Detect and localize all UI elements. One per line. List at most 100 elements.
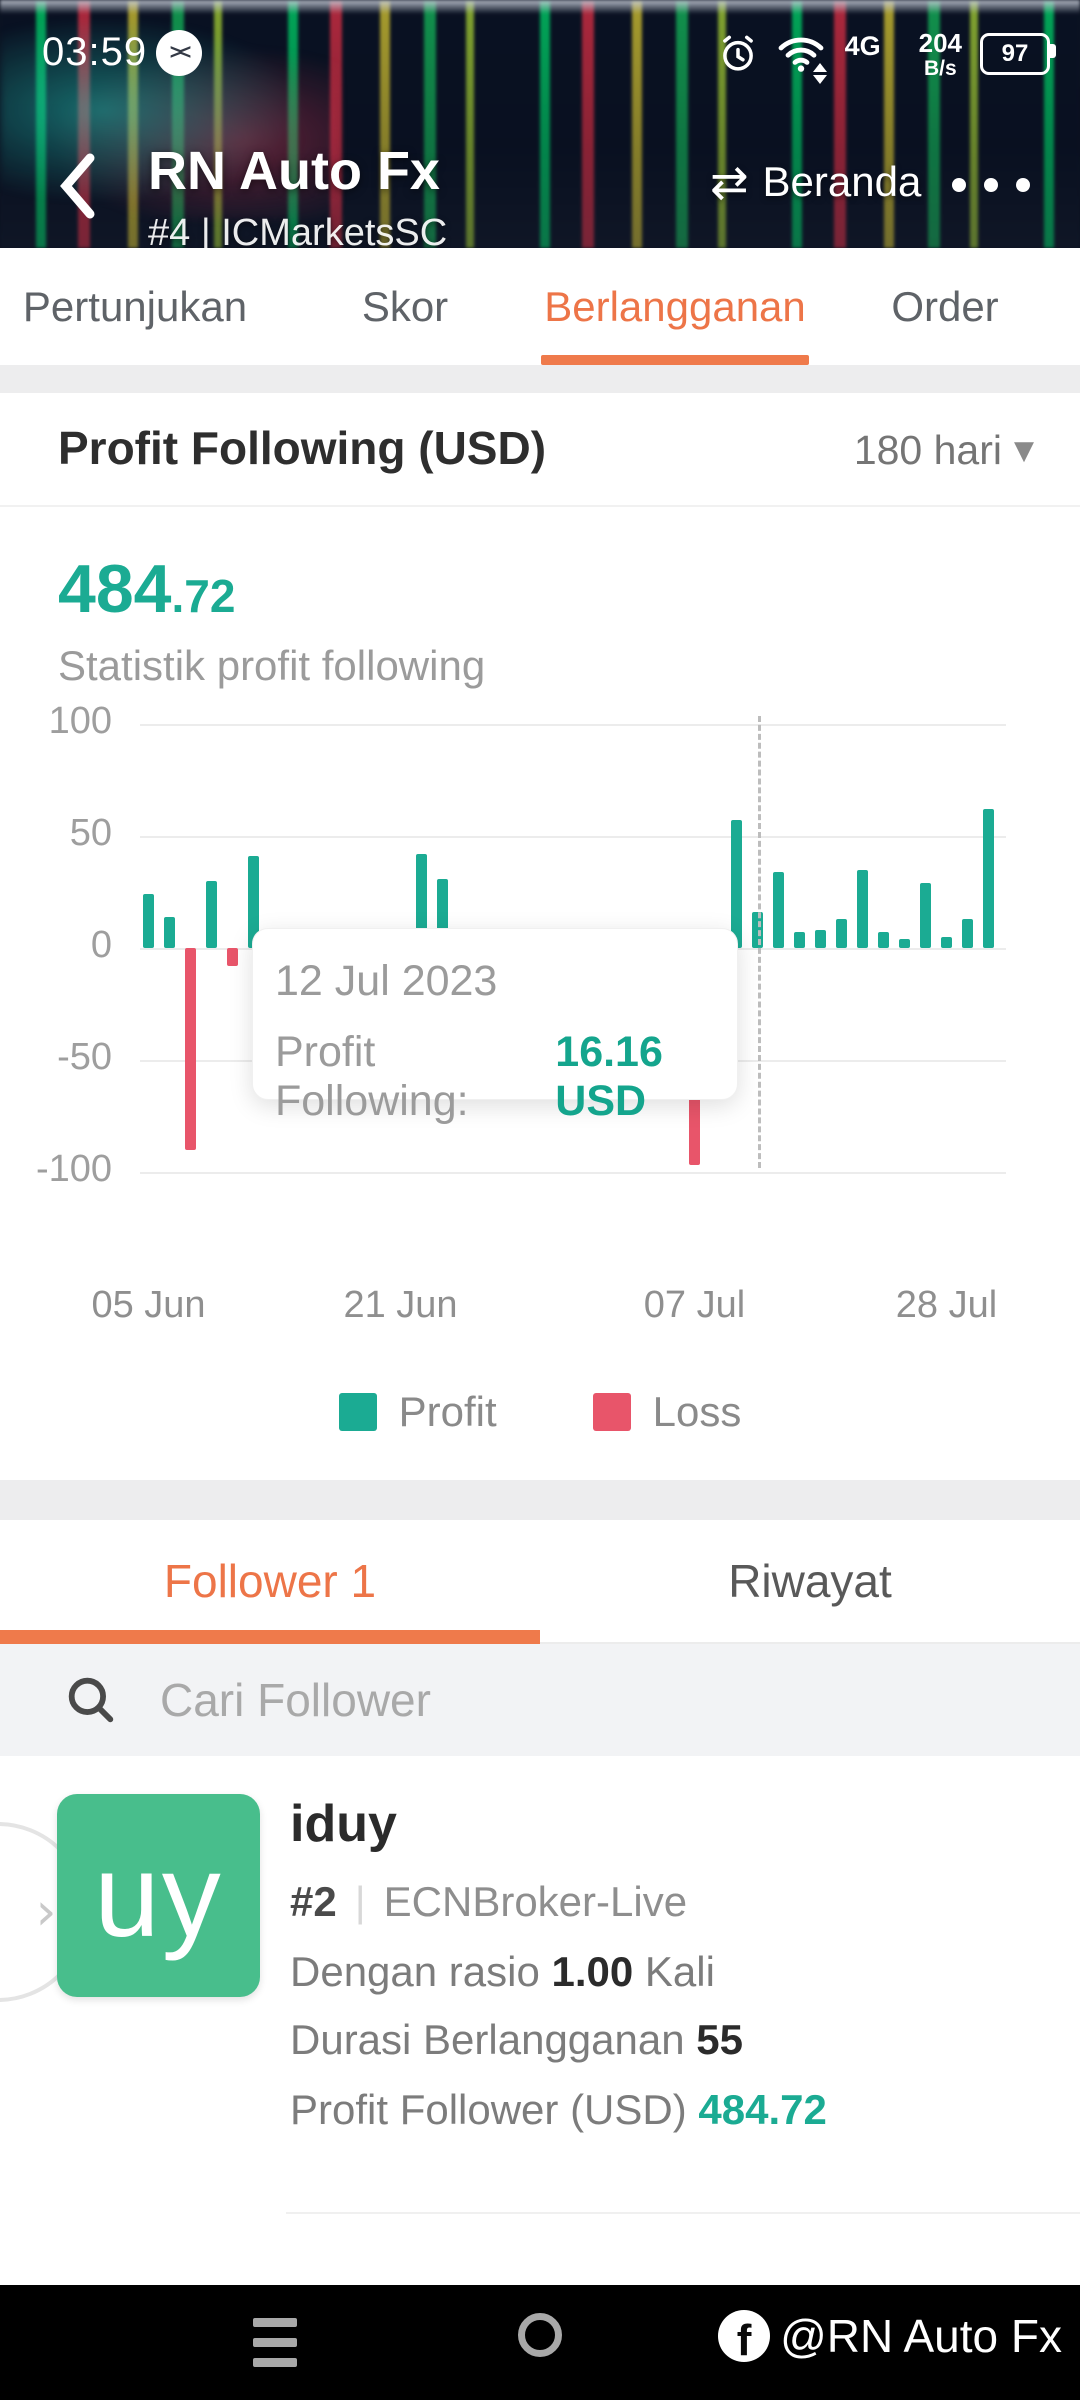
chart-bar[interactable] [206, 880, 217, 948]
go-home-button[interactable]: ⇄ Beranda [710, 158, 921, 206]
tooltip-value: 16.16 USD [555, 1028, 663, 1125]
battery-percent: 97 [1001, 40, 1029, 67]
active-tab-underline [0, 1630, 540, 1644]
tab-pertunjukan[interactable]: Pertunjukan [22, 282, 248, 330]
follower-list-item[interactable]: › uy iduy #2 | ECNBroker-Live Dengan ras… [0, 1756, 1080, 2285]
x-axis-tick: 21 Jun [343, 1284, 458, 1326]
top-tab-bar: Pertunjukan Skor Berlangganan Order [0, 248, 1080, 365]
swap-icon: ⇄ [710, 155, 749, 209]
follower-ratio-row: Dengan rasio 1.00 Kali [290, 1948, 715, 1995]
network-type-label: 4G [844, 30, 881, 61]
chart-bar[interactable] [227, 948, 238, 966]
gridline-y100 [140, 724, 1006, 726]
legend-swatch [338, 1393, 377, 1431]
notification-app-icon: >< [156, 30, 202, 76]
watermark: f @RN Auto Fx [718, 2309, 1062, 2366]
search-placeholder: Cari Follower [160, 1674, 431, 1726]
y-axis-tick: 0 [90, 924, 112, 966]
status-time: 03:59 [42, 30, 148, 74]
y-axis-tick: -50 [57, 1036, 112, 1078]
follower-rank: #2 [290, 1878, 337, 1925]
date-range-dropdown[interactable]: 180 hari ▼ [854, 427, 1034, 474]
signal-title: RN Auto Fx [148, 141, 440, 201]
gridline-y50 [140, 836, 1006, 838]
legend-item-loss: Loss [592, 1388, 741, 1436]
legend-item-profit: Profit [338, 1388, 497, 1436]
selected-bar-marker [757, 716, 761, 1168]
legend-swatch [592, 1393, 631, 1431]
status-icons: 4G 204 B/s 97 [717, 27, 1056, 84]
chart-bar[interactable] [899, 939, 910, 948]
y-axis-tick: 100 [48, 700, 112, 742]
chart-bar[interactable] [857, 869, 868, 948]
tab-berlangganan[interactable]: Berlangganan [540, 248, 810, 365]
follower-broker: ECNBroker-Live [383, 1878, 688, 1925]
tooltip-date: 12 Jul 2023 [275, 957, 498, 1005]
follower-name: iduy [290, 1795, 397, 1853]
chart-bar[interactable] [416, 853, 427, 948]
home-button[interactable] [518, 2313, 562, 2357]
search-follower-input[interactable]: Cari Follower [0, 1644, 1080, 1756]
wifi-icon [777, 34, 827, 84]
alarm-clock-icon [722, 35, 753, 71]
follower-tab-bar: Follower 1 Riwayat [0, 1520, 1080, 1644]
y-axis-tick: 50 [69, 812, 112, 854]
follower-profit-value: 484.72 [698, 2086, 827, 2133]
home-label: Beranda [762, 158, 922, 205]
follower-duration-row: Durasi Berlangganan 55 [290, 2016, 743, 2063]
profit-caption: Statistik profit following [58, 642, 486, 689]
chart-bar[interactable] [815, 930, 826, 948]
duration-value: 55 [696, 2016, 743, 2063]
chart-bar[interactable] [731, 820, 742, 948]
battery-icon: 97 [980, 33, 1056, 75]
tab-skor[interactable]: Skor [361, 282, 449, 330]
chart-bar[interactable] [962, 918, 973, 948]
recents-button[interactable] [253, 2318, 297, 2367]
chevron-right-icon: › [35, 1882, 57, 1942]
tab-follower-1[interactable]: Follower 1 [0, 1520, 540, 1644]
chart-bar[interactable] [794, 932, 805, 948]
cell-signal-icon: 4G [845, 31, 901, 70]
chart-bar[interactable] [143, 894, 154, 948]
tab-riwayat[interactable]: Riwayat [728, 1555, 892, 1607]
chart-bar[interactable] [920, 883, 931, 948]
y-axis-tick: -100 [35, 1148, 112, 1190]
wifi-activity-arrows [812, 63, 827, 84]
section-divider-band [0, 1480, 1080, 1520]
follower-account-row: #2 | ECNBroker-Live [290, 1878, 688, 1925]
x-axis-tick: 07 Jul [643, 1284, 746, 1326]
chart-bar[interactable] [248, 856, 259, 948]
facebook-icon: f [718, 2310, 771, 2362]
chart-bar[interactable] [941, 936, 952, 948]
chart-legend: Profit Loss [0, 1388, 1080, 1436]
profit-bar-chart[interactable]: 100 50 0 -50 -100 05 Jun 21 Jun 07 Jul 28 Jul 12… [0, 700, 1080, 1370]
profit-total: 484.72 [58, 550, 235, 628]
date-range-label: 180 hari [853, 427, 1002, 473]
follower-profit-row: Profit Follower (USD) 484.72 [290, 2086, 827, 2133]
chart-bar[interactable] [185, 948, 196, 1150]
x-axis-tick: 28 Jul [895, 1284, 998, 1326]
chart-bar[interactable] [164, 916, 175, 948]
chart-bar[interactable] [437, 878, 448, 948]
search-icon [68, 1677, 114, 1723]
profit-section-title: Profit Following (USD) [58, 422, 547, 474]
network-speed: 204 B/s [918, 27, 962, 80]
tab-order[interactable]: Order [891, 282, 999, 330]
signal-subtitle: #4 | ICMarketsSC [148, 212, 448, 248]
x-axis-tick: 05 Jun [91, 1284, 206, 1326]
chart-bar[interactable] [773, 871, 784, 948]
list-divider [286, 2212, 1080, 2214]
ratio-value: 1.00 [551, 1948, 634, 1995]
section-divider-band [0, 365, 1080, 393]
gridline-y-100 [140, 1172, 1006, 1174]
chart-bar[interactable] [836, 918, 847, 948]
overflow-menu-button[interactable] [952, 178, 1030, 192]
chevron-down-icon: ▼ [1014, 435, 1034, 466]
active-tab-underline [541, 355, 809, 365]
back-button[interactable] [48, 146, 108, 226]
watermark-text: @RN Auto Fx [780, 2310, 1062, 2362]
chart-bar[interactable] [878, 932, 889, 948]
avatar[interactable]: uy [57, 1794, 260, 1997]
tooltip-label: Profit Following: [275, 1028, 469, 1125]
chart-bar[interactable] [983, 809, 994, 948]
